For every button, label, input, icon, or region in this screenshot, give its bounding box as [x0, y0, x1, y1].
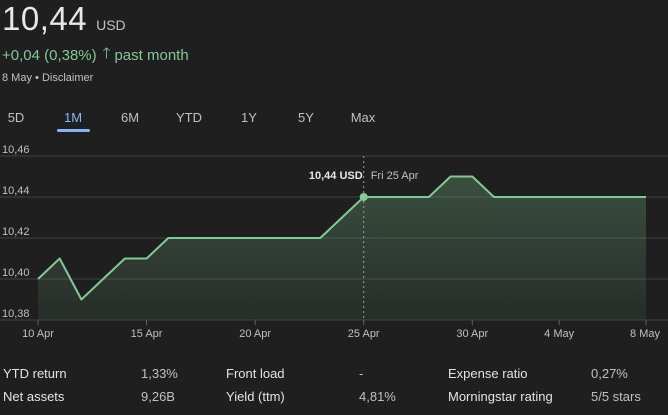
- stat-value-morningstar-rating: 5/5 stars: [591, 389, 641, 404]
- stat-label-expense-ratio: Expense ratio: [448, 366, 528, 381]
- hover-point: [359, 193, 368, 201]
- tab-max[interactable]: Max: [350, 110, 376, 125]
- x-tick-label: 10 Apr: [22, 328, 54, 340]
- as-of-date: 8 May: [2, 72, 32, 84]
- price-chart[interactable]: 10,38 10,40 10,42 10,44 10,46 10 Apr 15 Apr 20…: [0, 140, 668, 350]
- price-header: 10,44 USD: [2, 0, 126, 38]
- stat-label-front-load: Front load: [226, 366, 285, 381]
- price-area: [38, 176, 646, 320]
- currency-label: USD: [96, 17, 126, 33]
- price-change: +0,04 (0,38%): [2, 47, 97, 64]
- stat-value-front-load: -: [359, 366, 364, 381]
- x-tick-label: 8 May: [630, 328, 660, 340]
- stat-label-yield: Yield (ttm): [226, 389, 285, 404]
- tab-5y[interactable]: 5Y: [298, 110, 314, 125]
- y-tick-label: 10,44: [2, 185, 30, 197]
- tooltip-value: 10,44 USD: [309, 170, 363, 182]
- stat-value-ytd-return: 1,33%: [141, 366, 178, 381]
- tab-5d[interactable]: 5D: [7, 110, 25, 125]
- range-tabs: 5D 1M 6M YTD 1Y 5Y Max: [0, 104, 668, 134]
- tab-6m[interactable]: 6M: [120, 110, 140, 125]
- y-tick-label: 10,40: [2, 267, 30, 279]
- y-tick-label: 10,42: [2, 226, 30, 238]
- price-change-row: +0,04 (0,38%) 🡑 past month: [2, 43, 189, 68]
- x-tick-label: 15 Apr: [131, 328, 163, 340]
- disclaimer-link[interactable]: Disclaimer: [41, 72, 94, 84]
- x-tick-label: 4 May: [544, 328, 574, 340]
- active-tab-indicator: [57, 129, 90, 132]
- x-tick-label: 20 Apr: [239, 328, 271, 340]
- x-tick-label: 25 Apr: [348, 328, 380, 340]
- stat-value-expense-ratio: 0,27%: [591, 366, 628, 381]
- change-period: past month: [114, 47, 189, 64]
- arrow-up-icon: 🡑: [102, 45, 111, 62]
- stat-value-yield: 4,81%: [359, 389, 396, 404]
- stat-label-net-assets: Net assets: [3, 389, 65, 404]
- stat-label-morningstar-rating: Morningstar rating: [448, 389, 553, 404]
- separator: •: [35, 72, 39, 84]
- stat-label-ytd-return: YTD return: [3, 366, 67, 381]
- x-tick-label: 30 Apr: [456, 328, 488, 340]
- tab-ytd[interactable]: YTD: [176, 110, 202, 125]
- tab-1m[interactable]: 1M: [63, 110, 83, 125]
- meta-row: 8 May • Disclaimer: [2, 72, 93, 84]
- y-tick-label: 10,38: [2, 308, 30, 320]
- tooltip-date: Fri 25 Apr: [371, 170, 419, 182]
- y-tick-label: 10,46: [2, 144, 30, 156]
- stat-value-net-assets: 9,26B: [141, 389, 175, 404]
- tab-1y[interactable]: 1Y: [241, 110, 257, 125]
- current-price: 10,44: [2, 0, 88, 37]
- price-line: [37, 175, 646, 301]
